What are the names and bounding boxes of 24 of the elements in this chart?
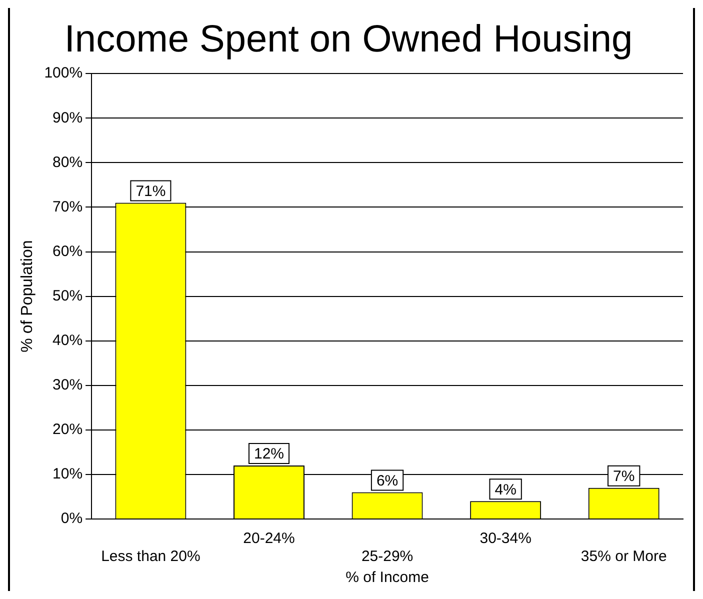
data-label: 12% bbox=[254, 446, 284, 463]
x-tick-label: 30-34% bbox=[480, 530, 532, 548]
x-axis-title: % of Income bbox=[346, 569, 429, 586]
y-tick-label: 80% bbox=[52, 154, 83, 171]
y-tick-label: 10% bbox=[52, 466, 83, 483]
y-tick-label: 70% bbox=[52, 198, 83, 216]
y-tick-label: 60% bbox=[52, 242, 83, 260]
y-tick-label: 100% bbox=[44, 64, 83, 82]
y-tick-label: 50% bbox=[52, 287, 83, 304]
data-label: 4% bbox=[494, 481, 516, 498]
data-label: 6% bbox=[376, 472, 398, 490]
chart-title: Income Spent on Owned Housing bbox=[64, 18, 633, 60]
y-axis-title: % of Population bbox=[19, 240, 36, 352]
y-tick-label: 40% bbox=[52, 332, 83, 349]
x-tick-label: Less than 20% bbox=[101, 548, 200, 566]
y-tick-label: 20% bbox=[52, 421, 83, 438]
x-tick-label: 35% or More bbox=[580, 548, 667, 566]
data-label: 71% bbox=[136, 182, 166, 200]
y-tick-label: 0% bbox=[60, 510, 83, 528]
x-tick-label: 20-24% bbox=[243, 530, 295, 548]
y-tick-label: 90% bbox=[52, 109, 83, 126]
x-tick-label: 25-29% bbox=[361, 548, 414, 566]
y-tick-label: 30% bbox=[52, 376, 83, 394]
data-label: 7% bbox=[613, 468, 635, 485]
